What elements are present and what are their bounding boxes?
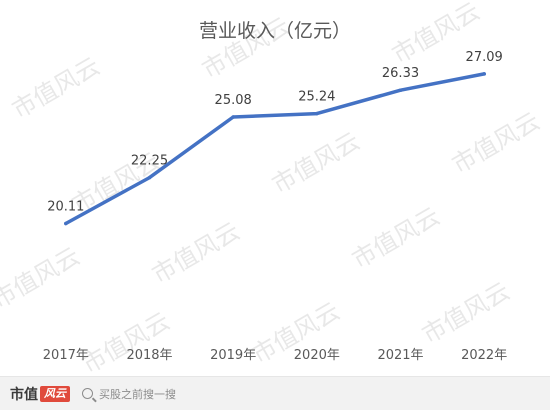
data-point <box>64 221 68 226</box>
data-label: 26.33 <box>382 66 419 81</box>
data-label-layer: 20.11 22.25 25.08 25.24 26.33 27.09 <box>47 50 503 215</box>
watermark-text: 市值风云 <box>267 127 364 199</box>
series-line <box>64 72 486 226</box>
watermark-text: 市值风云 <box>7 52 104 124</box>
watermark-text: 市值风云 <box>347 202 444 274</box>
data-point <box>147 175 152 180</box>
brand-tag: 风云 <box>40 385 70 402</box>
chart-title: 营业收入（亿元） <box>199 20 351 42</box>
data-label: 20.11 <box>47 200 84 215</box>
x-tick-label: 2019年 <box>210 348 256 363</box>
search-hint[interactable]: 买股之前搜一搜 <box>82 386 176 402</box>
brand-logo: 市值 风云 <box>10 384 70 404</box>
series-layer <box>64 72 486 226</box>
data-label: 27.09 <box>466 50 503 65</box>
data-point <box>398 88 403 92</box>
x-tick-label: 2022年 <box>461 348 507 363</box>
data-point <box>482 72 486 76</box>
x-axis: 2017年 2018年 2019年 2020年 2021年 2022年 <box>43 348 507 363</box>
x-tick-label: 2017年 <box>43 348 89 363</box>
search-icon <box>82 388 93 399</box>
search-hint-text: 买股之前搜一搜 <box>99 387 176 401</box>
brand-name: 市值 <box>10 386 38 403</box>
x-tick-label: 2020年 <box>294 348 340 363</box>
data-point <box>315 111 319 116</box>
watermark-text: 市值风云 <box>147 217 244 289</box>
x-tick-label: 2018年 <box>126 348 172 363</box>
data-label: 25.08 <box>215 93 252 108</box>
data-label: 25.24 <box>298 90 335 105</box>
watermark-text: 市值风云 <box>0 242 85 314</box>
x-tick-label: 2021年 <box>377 348 423 363</box>
data-label: 22.25 <box>131 154 168 169</box>
footer-bar: 市值 风云 买股之前搜一搜 <box>0 376 550 410</box>
watermark-text: 市值风云 <box>77 307 174 376</box>
watermark-text: 市值风云 <box>447 107 544 179</box>
watermark-text: 市值风云 <box>417 277 514 349</box>
data-point <box>231 115 235 119</box>
